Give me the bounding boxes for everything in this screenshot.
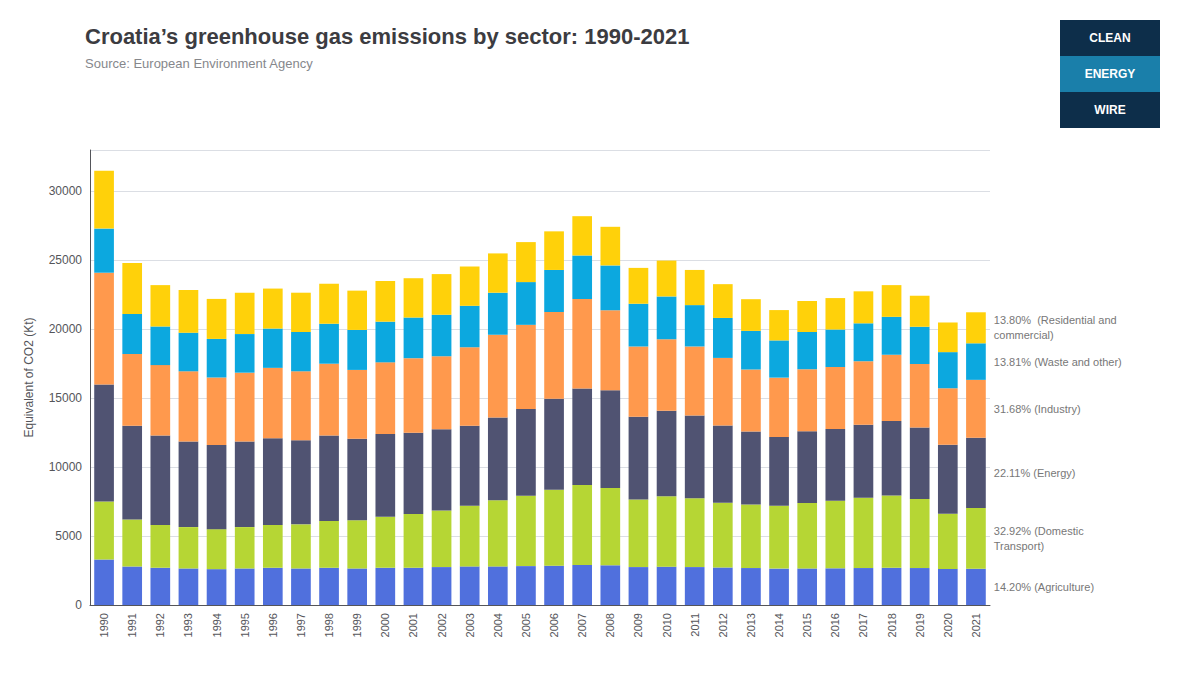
svg-text:1999: 1999 xyxy=(351,613,363,637)
svg-text:31.68% (Industry): 31.68% (Industry) xyxy=(994,403,1081,415)
svg-text:25000: 25000 xyxy=(49,253,83,267)
svg-text:WIRE: WIRE xyxy=(1094,103,1125,117)
svg-text:2000: 2000 xyxy=(379,613,391,637)
svg-text:commercial): commercial) xyxy=(994,329,1054,341)
svg-text:2006: 2006 xyxy=(548,613,560,637)
svg-text:13.80% (Residential and: 13.80% (Residential and xyxy=(994,314,1117,326)
svg-text:2020: 2020 xyxy=(942,613,954,637)
svg-text:2007: 2007 xyxy=(576,613,588,637)
svg-text:2016: 2016 xyxy=(829,613,841,637)
svg-text:14.20% (Agriculture): 14.20% (Agriculture) xyxy=(994,581,1094,593)
svg-text:30000: 30000 xyxy=(49,184,83,198)
svg-text:2017: 2017 xyxy=(857,613,869,637)
svg-text:2018: 2018 xyxy=(886,613,898,637)
svg-text:2019: 2019 xyxy=(914,613,926,637)
svg-text:2014: 2014 xyxy=(773,613,785,637)
svg-text:Source: European Environment A: Source: European Environment Agency xyxy=(85,56,313,71)
svg-text:1990: 1990 xyxy=(98,613,110,637)
svg-text:2010: 2010 xyxy=(661,613,673,637)
svg-text:1991: 1991 xyxy=(126,613,138,637)
svg-text:2021: 2021 xyxy=(970,613,982,637)
svg-text:0: 0 xyxy=(75,598,82,612)
svg-text:32.92% (Domestic: 32.92% (Domestic xyxy=(994,525,1084,537)
svg-text:15000: 15000 xyxy=(49,391,83,405)
svg-text:22.11% (Energy): 22.11% (Energy) xyxy=(994,467,1076,479)
svg-text:1997: 1997 xyxy=(295,613,307,637)
svg-text:1996: 1996 xyxy=(267,613,279,637)
svg-text:2009: 2009 xyxy=(632,613,644,637)
svg-text:ENERGY: ENERGY xyxy=(1085,67,1136,81)
svg-text:CLEAN: CLEAN xyxy=(1089,31,1130,45)
svg-text:Croatia’s greenhouse gas emiss: Croatia’s greenhouse gas emissions by se… xyxy=(85,24,689,49)
svg-text:2002: 2002 xyxy=(436,613,448,637)
svg-text:13.81% (Waste and other): 13.81% (Waste and other) xyxy=(994,356,1122,368)
svg-text:2015: 2015 xyxy=(801,613,813,637)
svg-text:2005: 2005 xyxy=(520,613,532,637)
svg-text:2003: 2003 xyxy=(464,613,476,637)
svg-text:2001: 2001 xyxy=(407,613,419,637)
svg-text:1993: 1993 xyxy=(182,613,194,637)
svg-text:1995: 1995 xyxy=(239,613,251,637)
svg-text:2013: 2013 xyxy=(745,613,757,637)
svg-text:2012: 2012 xyxy=(717,613,729,637)
svg-text:1992: 1992 xyxy=(154,613,166,637)
svg-text:Transport): Transport) xyxy=(994,540,1044,552)
svg-text:Equivalent of CO2 (Kt): Equivalent of CO2 (Kt) xyxy=(22,317,36,437)
svg-text:10000: 10000 xyxy=(49,460,83,474)
svg-text:20000: 20000 xyxy=(49,322,83,336)
svg-text:2008: 2008 xyxy=(604,613,616,637)
svg-text:5000: 5000 xyxy=(55,529,82,543)
svg-text:1994: 1994 xyxy=(211,613,223,637)
svg-text:1998: 1998 xyxy=(323,613,335,637)
svg-text:2004: 2004 xyxy=(492,613,504,637)
svg-text:2011: 2011 xyxy=(689,613,701,637)
